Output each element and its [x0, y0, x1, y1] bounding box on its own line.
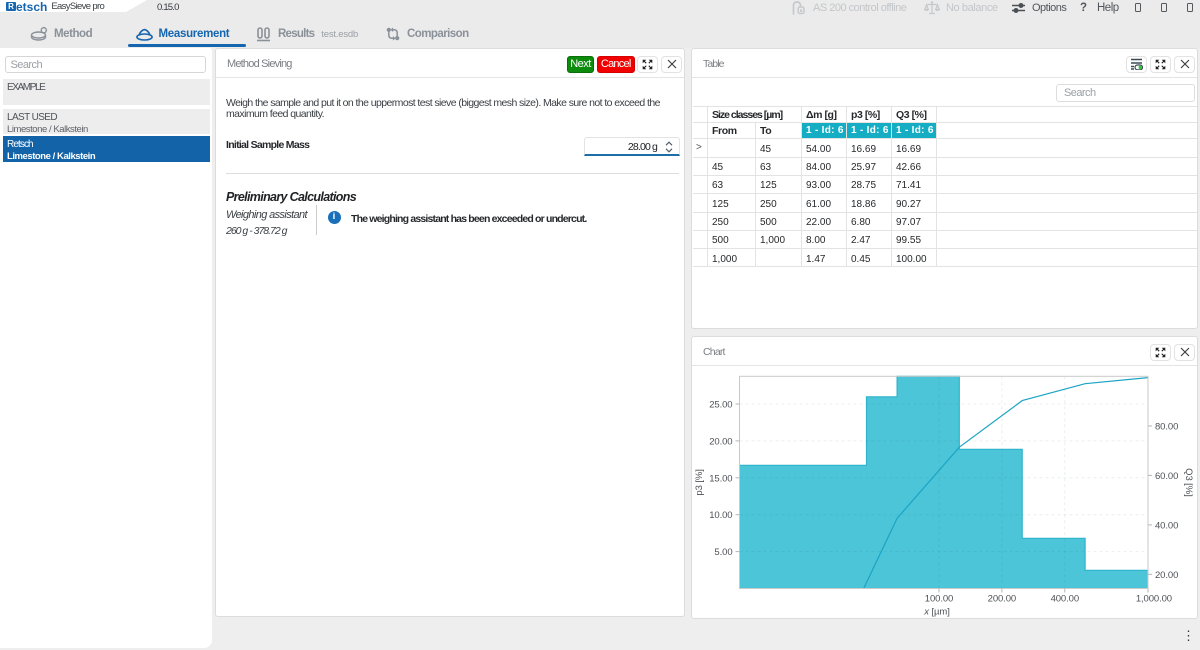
svg-text:200.00: 200.00 — [988, 594, 1016, 605]
svg-text:20.00: 20.00 — [709, 436, 732, 447]
svg-text:x [µm]: x [µm] — [923, 607, 949, 618]
svg-text:Q3 [%]: Q3 [%] — [1183, 468, 1194, 496]
svg-text:1,000.00: 1,000.00 — [1136, 594, 1172, 605]
svg-text:100.00: 100.00 — [925, 594, 953, 605]
svg-text:15.00: 15.00 — [709, 473, 732, 484]
svg-text:5.00: 5.00 — [714, 547, 732, 558]
svg-text:20.00: 20.00 — [1155, 570, 1178, 581]
svg-text:25.00: 25.00 — [709, 400, 732, 411]
svg-text:400.00: 400.00 — [1051, 594, 1079, 605]
svg-text:10.00: 10.00 — [709, 510, 732, 521]
svg-text:80.00: 80.00 — [1155, 422, 1178, 433]
svg-text:40.00: 40.00 — [1155, 520, 1178, 531]
svg-text:60.00: 60.00 — [1155, 471, 1178, 482]
svg-text:p3 [%]: p3 [%] — [694, 469, 705, 495]
